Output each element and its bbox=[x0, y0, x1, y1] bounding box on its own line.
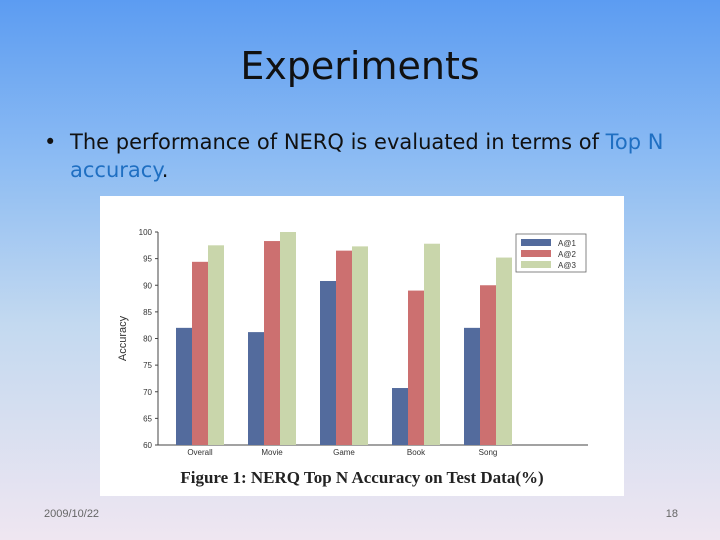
slide-number: 18 bbox=[665, 508, 678, 520]
bullet-highlight: Top N accuracy bbox=[70, 130, 664, 182]
bar-game-a3 bbox=[352, 246, 368, 445]
x-tick-label: Song bbox=[479, 448, 498, 457]
bar-song-a3 bbox=[496, 257, 512, 445]
y-tick-label: 85 bbox=[143, 308, 152, 317]
bar-movie-a3 bbox=[280, 232, 296, 445]
bar-book-a1 bbox=[392, 388, 408, 445]
bar-overall-a1 bbox=[176, 327, 192, 445]
bar-book-a2 bbox=[408, 290, 424, 445]
y-tick-label: 75 bbox=[143, 361, 152, 370]
bullet-text-pre: The performance of NERQ is evaluated in … bbox=[70, 130, 606, 154]
x-tick-label: Overall bbox=[187, 448, 213, 457]
bullet-dot: • bbox=[44, 130, 57, 154]
bar-movie-a1 bbox=[248, 332, 264, 445]
y-tick-label: 60 bbox=[143, 441, 152, 450]
legend-label: A@1 bbox=[558, 239, 576, 248]
bullet-text-post: . bbox=[161, 158, 169, 182]
y-tick-label: 65 bbox=[143, 414, 152, 423]
bar-movie-a2 bbox=[264, 241, 280, 445]
bullet-point: • The performance of NERQ is evaluated i… bbox=[44, 128, 684, 184]
legend-swatch bbox=[521, 250, 551, 257]
y-tick-label: 100 bbox=[139, 228, 153, 237]
y-tick-label: 70 bbox=[143, 388, 152, 397]
y-axis-label: Accuracy bbox=[117, 315, 129, 361]
bar-song-a2 bbox=[480, 285, 496, 445]
bullet-text: The performance of NERQ is evaluated in … bbox=[44, 128, 684, 184]
y-tick-label: 80 bbox=[143, 335, 152, 344]
legend-label: A@3 bbox=[558, 261, 576, 270]
figure-caption: Figure 1: NERQ Top N Accuracy on Test Da… bbox=[180, 468, 543, 487]
y-tick-label: 95 bbox=[143, 255, 152, 264]
bar-overall-a3 bbox=[208, 245, 224, 445]
bar-song-a1 bbox=[464, 327, 480, 445]
bar-game-a2 bbox=[336, 250, 352, 445]
legend-swatch bbox=[521, 239, 551, 246]
x-tick-label: Movie bbox=[261, 448, 283, 457]
bar-game-a1 bbox=[320, 280, 336, 445]
legend-label: A@2 bbox=[558, 250, 576, 259]
y-tick-label: 90 bbox=[143, 281, 152, 290]
legend-swatch bbox=[521, 261, 551, 268]
slide-title: Experiments bbox=[240, 44, 480, 88]
accuracy-bar-chart: 60 65 70 75 80 85 90 95 100 Accuracy Overall Movie G… bbox=[117, 228, 588, 487]
x-tick-label: Game bbox=[333, 448, 355, 457]
slide-date: 2009/10/22 bbox=[44, 508, 100, 520]
chart-figure: 60 65 70 75 80 85 90 95 100 Accuracy Overall Movie G… bbox=[100, 196, 624, 496]
bar-overall-a2 bbox=[192, 261, 208, 445]
bar-book-a3 bbox=[424, 243, 440, 445]
x-tick-label: Book bbox=[407, 448, 426, 457]
